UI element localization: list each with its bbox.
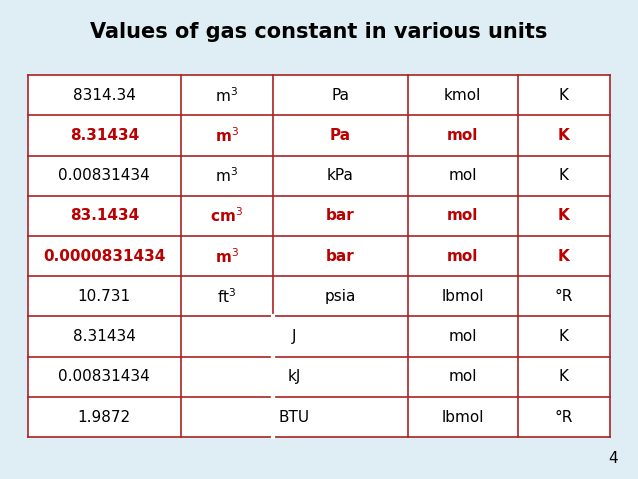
Text: Pa: Pa [331, 88, 349, 103]
Text: Pa: Pa [330, 128, 351, 143]
Text: mol: mol [449, 168, 477, 183]
Text: K: K [559, 329, 569, 344]
Text: mol: mol [449, 329, 477, 344]
Bar [28, 75, 610, 437]
Text: 1.9872: 1.9872 [78, 410, 131, 424]
Text: 8.31434: 8.31434 [73, 329, 136, 344]
Text: bar: bar [326, 249, 355, 263]
Text: 0.00831434: 0.00831434 [59, 168, 150, 183]
Text: lbmol: lbmol [441, 410, 484, 424]
Text: K: K [558, 208, 570, 223]
Text: m$^3$: m$^3$ [215, 126, 239, 145]
Text: 4: 4 [608, 451, 618, 466]
Text: mol: mol [447, 249, 478, 263]
Text: 8.31434: 8.31434 [70, 128, 139, 143]
Text: mol: mol [449, 369, 477, 384]
Text: m$^3$: m$^3$ [215, 247, 239, 265]
Text: 83.1434: 83.1434 [70, 208, 139, 223]
Text: K: K [559, 168, 569, 183]
Text: mol: mol [447, 208, 478, 223]
Text: kPa: kPa [327, 168, 353, 183]
Text: K: K [559, 88, 569, 103]
Text: kJ: kJ [288, 369, 301, 384]
Text: °R: °R [554, 410, 573, 424]
Text: 10.731: 10.731 [78, 289, 131, 304]
Text: psia: psia [325, 289, 356, 304]
Text: m$^3$: m$^3$ [215, 86, 238, 104]
Text: K: K [558, 128, 570, 143]
Text: K: K [558, 249, 570, 263]
Text: 0.0000831434: 0.0000831434 [43, 249, 165, 263]
Text: BTU: BTU [279, 410, 309, 424]
Text: bar: bar [326, 208, 355, 223]
Text: Values of gas constant in various units: Values of gas constant in various units [91, 23, 547, 42]
Text: cm$^3$: cm$^3$ [211, 206, 243, 225]
Text: kmol: kmol [444, 88, 482, 103]
Text: K: K [559, 369, 569, 384]
Text: m$^3$: m$^3$ [215, 166, 238, 185]
Text: ft$^3$: ft$^3$ [217, 287, 237, 306]
Text: °R: °R [554, 289, 573, 304]
Text: J: J [292, 329, 297, 344]
Text: mol: mol [447, 128, 478, 143]
Text: lbmol: lbmol [441, 289, 484, 304]
Text: 0.00831434: 0.00831434 [59, 369, 150, 384]
Text: 8314.34: 8314.34 [73, 88, 136, 103]
